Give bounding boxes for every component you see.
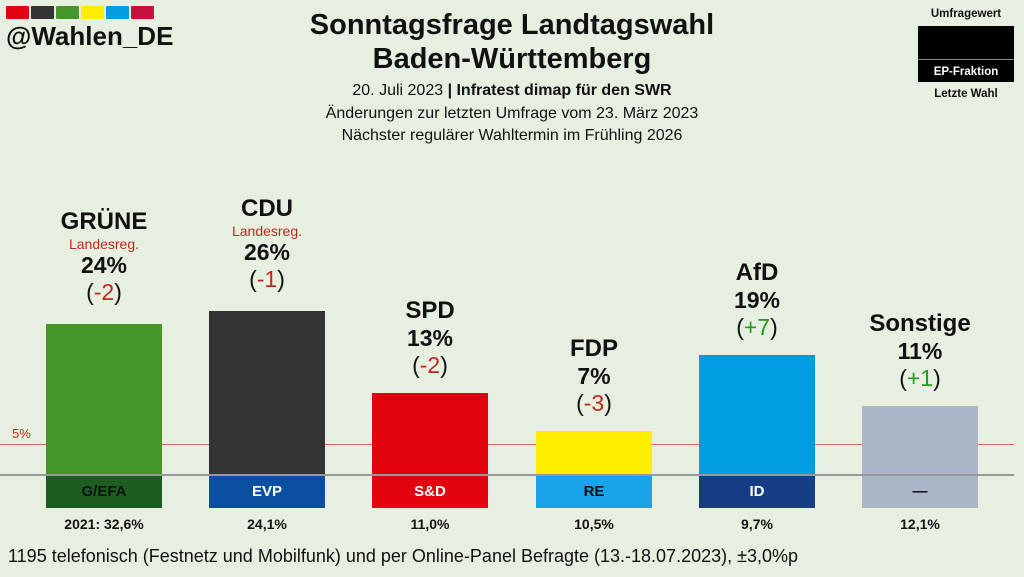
bar-0 bbox=[46, 323, 162, 475]
change-value: +1 bbox=[906, 364, 934, 391]
data-label: 26% bbox=[243, 239, 291, 266]
bar-1 bbox=[209, 311, 325, 475]
party-name: FDP bbox=[570, 334, 618, 362]
change-label: (-1) bbox=[249, 266, 285, 293]
legend-divider bbox=[918, 59, 1014, 60]
flag-segment bbox=[6, 6, 29, 19]
flag-segment bbox=[106, 6, 129, 19]
last-election-value: 24,1% bbox=[247, 516, 287, 532]
party-name: Sonstige bbox=[869, 309, 971, 337]
party-name: CDU bbox=[241, 195, 293, 223]
fraction-label: — bbox=[862, 475, 978, 508]
chart-title: Sonntagsfrage Landtagswahl Baden-Württem… bbox=[212, 8, 812, 76]
flag-segment bbox=[31, 6, 54, 19]
threshold-line bbox=[0, 443, 1014, 445]
twitter-handle: @Wahlen_DE bbox=[6, 21, 174, 51]
data-label: 24% bbox=[80, 251, 128, 278]
baseline bbox=[0, 474, 1014, 476]
party-name: GRÜNE bbox=[60, 207, 148, 235]
subtitle-date-line: 20. Juli 2023 | Infratest dimap für den … bbox=[352, 82, 672, 99]
change-value: -2 bbox=[419, 352, 441, 379]
party-label-group: CDU Landesreg. 26% (-1) bbox=[187, 195, 347, 293]
party-label-group: FDP 7% (-3) bbox=[514, 335, 674, 417]
change-label: (-3) bbox=[576, 389, 612, 416]
legend-umfragewert: Umfragewert bbox=[930, 8, 1002, 20]
legend-box: EP-Fraktion bbox=[918, 26, 1014, 82]
party-note: Landesreg. bbox=[231, 223, 303, 240]
title-line-2: Baden-Württemberg bbox=[372, 43, 652, 75]
change-value: -3 bbox=[583, 389, 605, 416]
data-label: 11% bbox=[897, 337, 943, 364]
flag-stripe bbox=[6, 6, 154, 19]
fraction-label: G/EFA bbox=[46, 475, 162, 508]
last-election-value: 10,5% bbox=[574, 516, 614, 532]
legend: Umfragewert EP-Fraktion Letzte Wahl bbox=[918, 8, 1014, 100]
bar-5 bbox=[862, 405, 978, 475]
flag-segment bbox=[131, 6, 154, 19]
flag-segment bbox=[81, 6, 104, 19]
fraction-label: RE bbox=[536, 475, 652, 508]
flag-segment bbox=[56, 6, 79, 19]
fraction-label: S&D bbox=[372, 475, 488, 508]
change-value: -1 bbox=[256, 266, 278, 293]
change-value: -2 bbox=[93, 278, 115, 305]
title-line-1: Sonntagsfrage Landtagswahl bbox=[309, 9, 715, 41]
data-label: 7% bbox=[577, 362, 611, 389]
party-label-group: GRÜNE Landesreg. 24% (-2) bbox=[24, 208, 184, 306]
last-election-value: 12,1% bbox=[900, 516, 940, 532]
bar-3 bbox=[536, 430, 652, 475]
bar-2 bbox=[372, 393, 488, 475]
subtitle-changes: Änderungen zur letzten Umfrage vom 23. M… bbox=[325, 105, 699, 122]
bar-4 bbox=[699, 355, 815, 475]
change-label: (-2) bbox=[412, 352, 448, 379]
fraction-label: ID bbox=[699, 475, 815, 508]
party-label-group: SPD 13% (-2) bbox=[350, 297, 510, 379]
party-note: Landesreg. bbox=[68, 235, 140, 252]
data-label: 19% bbox=[733, 287, 781, 314]
threshold-label: 5% bbox=[12, 425, 31, 441]
party-label-group: Sonstige 11% (+1) bbox=[840, 310, 1000, 392]
party-name: SPD bbox=[405, 297, 455, 325]
legend-ep-fraktion: EP-Fraktion bbox=[933, 66, 999, 78]
party-label-group: AfD 19% (+7) bbox=[677, 259, 837, 341]
party-name: AfD bbox=[735, 259, 779, 287]
change-value: +7 bbox=[743, 314, 771, 341]
change-label: (+7) bbox=[736, 314, 778, 341]
legend-letzte-wahl: Letzte Wahl bbox=[934, 88, 998, 100]
poll-date: 20. Juli 2023 bbox=[352, 82, 444, 99]
change-label: (+1) bbox=[899, 364, 941, 391]
data-label: 13% bbox=[406, 325, 454, 352]
footer-note: 1195 telefonisch (Festnetz und Mobilfunk… bbox=[8, 546, 799, 566]
fraction-label: EVP bbox=[209, 475, 325, 508]
last-election-value: 2021: 32,6% bbox=[64, 516, 144, 532]
subtitle-next-election: Nächster regulärer Wahltermin im Frühlin… bbox=[341, 127, 683, 144]
last-election-value: 9,7% bbox=[741, 516, 773, 532]
last-election-value: 11,0% bbox=[410, 516, 450, 532]
poll-institute: Infratest dimap für den SWR bbox=[456, 82, 672, 99]
change-label: (-2) bbox=[86, 278, 122, 305]
